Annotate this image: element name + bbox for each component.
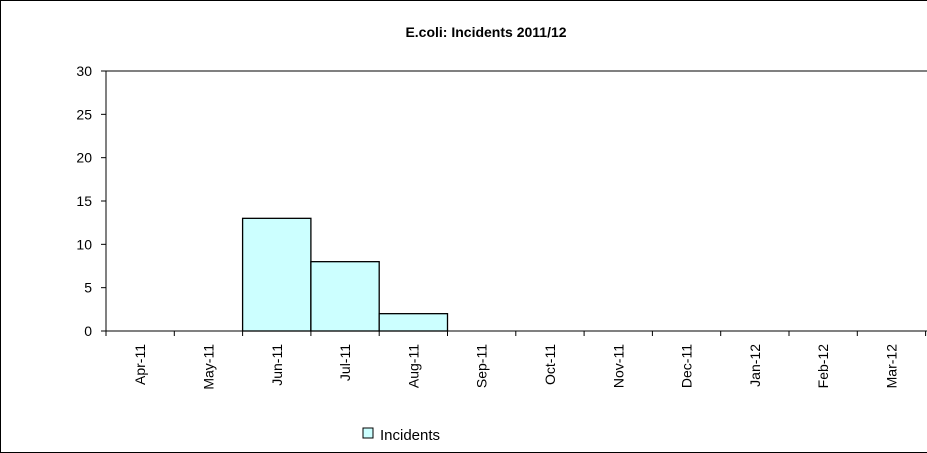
y-tick-label: 0 [84, 323, 92, 339]
bar [310, 261, 380, 332]
legend: Incidents [362, 427, 440, 444]
legend-label-incidents: Incidents [380, 427, 440, 444]
y-tick-label: 30 [76, 63, 92, 79]
x-tick-label: Dec-11 [679, 344, 695, 388]
chart-title: E.coli: Incidents 2011/12 [405, 24, 566, 40]
legend-swatch-incidents [362, 427, 374, 439]
y-tick-label: 15 [76, 193, 92, 209]
x-tick-label: Feb-12 [815, 344, 831, 389]
y-tick-label: 10 [76, 236, 92, 252]
x-tick-label: Jan-12 [747, 344, 763, 387]
x-tick-label: May-11 [200, 344, 216, 390]
x-tick-label: Mar-12 [883, 344, 899, 389]
bar [241, 217, 312, 332]
x-tick-label: Aug-11 [405, 344, 421, 388]
y-tick-label: 5 [84, 280, 92, 296]
plot-area: 0 5 10 15 20 25 30 Apr-11 May-11 Jun-11 Jul-11 Aug-… [76, 63, 927, 390]
x-tick-label: Jul-11 [337, 344, 353, 381]
y-tick-label: 20 [76, 150, 92, 166]
x-tick-label: Jun-11 [269, 344, 285, 386]
x-tick-label: Sep-11 [474, 344, 490, 388]
bar [378, 313, 449, 332]
x-tick-label: Oct-11 [542, 344, 558, 385]
x-tick-label: Apr-11 [132, 344, 148, 385]
y-tick-label: 25 [76, 106, 92, 122]
x-tick-label: Nov-11 [610, 344, 626, 388]
